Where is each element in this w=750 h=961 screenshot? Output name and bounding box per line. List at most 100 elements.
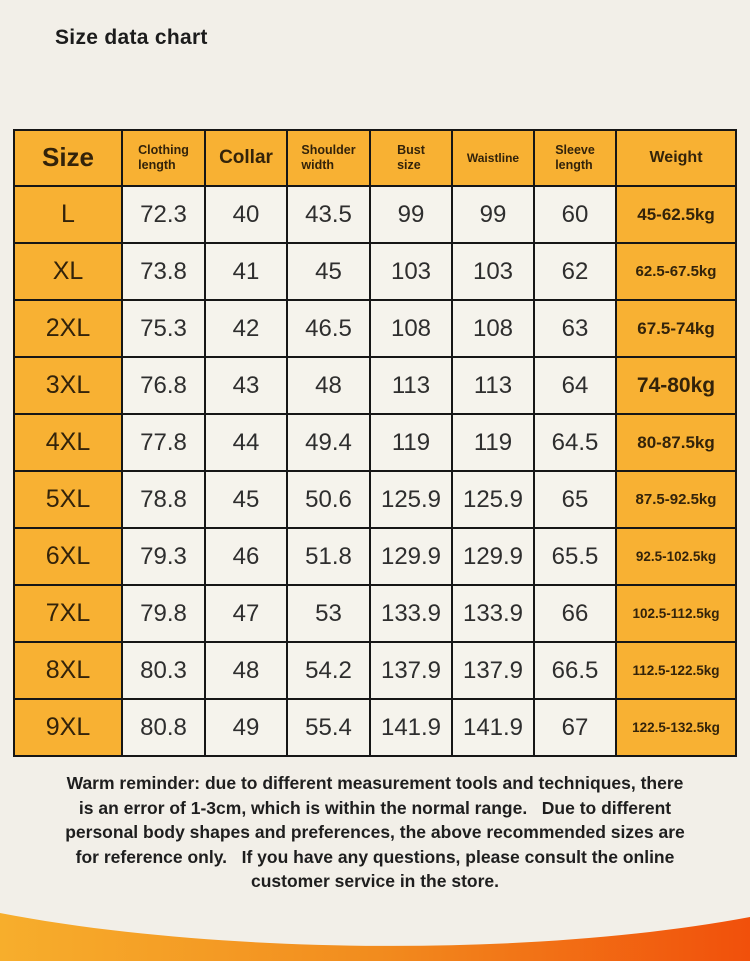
table-header-row: Size Clothing length Collar Shoulder width B… [13, 129, 737, 187]
size-label-cell: 8XL [13, 641, 123, 700]
measurement-cell: 129.9 [369, 527, 453, 586]
size-label-cell: L [13, 185, 123, 244]
measurement-cell: 63 [533, 299, 617, 358]
warm-reminder-text: Warm reminder: due to different measurem… [0, 771, 750, 894]
measurement-cell: 45 [204, 470, 288, 529]
measurement-cell: 44 [204, 413, 288, 472]
measurement-cell: 49.4 [286, 413, 371, 472]
measurement-cell: 72.3 [121, 185, 206, 244]
measurement-cell: 43 [204, 356, 288, 415]
size-label-cell: 9XL [13, 698, 123, 757]
measurement-cell: 45 [286, 242, 371, 301]
weight-value-cell: 112.5-122.5kg [615, 641, 737, 700]
table-row: 4XL 77.8 44 49.4 119 119 64.5 80-87.5kg [13, 413, 737, 472]
bottom-wave-decoration [0, 913, 750, 961]
column-header-weight: Weight [615, 129, 737, 187]
measurement-cell: 76.8 [121, 356, 206, 415]
column-header-collar: Collar [204, 129, 288, 187]
measurement-cell: 80.3 [121, 641, 206, 700]
measurement-cell: 66.5 [533, 641, 617, 700]
size-data-table: Size Clothing length Collar Shoulder width B… [13, 129, 737, 757]
measurement-cell: 79.8 [121, 584, 206, 643]
measurement-cell: 108 [451, 299, 535, 358]
table-row: L 72.3 40 43.5 99 99 60 45-62.5kg [13, 185, 737, 244]
weight-value-cell: 92.5-102.5kg [615, 527, 737, 586]
column-header-label: Waistline [466, 150, 520, 165]
measurement-cell: 129.9 [451, 527, 535, 586]
footer-line: for reference only. If you have any ques… [75, 846, 675, 867]
measurement-cell: 73.8 [121, 242, 206, 301]
measurement-cell: 53 [286, 584, 371, 643]
measurement-cell: 49 [204, 698, 288, 757]
table-row: 7XL 79.8 47 53 133.9 133.9 66 102.5-112.5kg [13, 584, 737, 643]
footer-line: Warm reminder: due to different measurem… [66, 773, 684, 793]
measurement-cell: 48 [286, 356, 371, 415]
column-header-sleeve-length: Sleeve length [533, 129, 617, 187]
wave-shape [0, 913, 750, 961]
measurement-cell: 67 [533, 698, 617, 757]
measurement-cell: 64.5 [533, 413, 617, 472]
weight-value-cell: 102.5-112.5kg [615, 584, 737, 643]
measurement-cell: 42 [204, 299, 288, 358]
table-row: 9XL 80.8 49 55.4 141.9 141.9 67 122.5-132.5kg [13, 698, 737, 757]
measurement-cell: 40 [204, 185, 288, 244]
measurement-cell: 47 [204, 584, 288, 643]
size-label-cell: 3XL [13, 356, 123, 415]
measurement-cell: 99 [369, 185, 453, 244]
measurement-cell: 133.9 [451, 584, 535, 643]
column-header-label: Sleeve length [555, 142, 595, 172]
measurement-cell: 119 [369, 413, 453, 472]
measurement-cell: 62 [533, 242, 617, 301]
table-row: 3XL 76.8 43 48 113 113 64 74-80kg [13, 356, 737, 415]
measurement-cell: 125.9 [369, 470, 453, 529]
measurement-cell: 113 [369, 356, 453, 415]
size-label-cell: 7XL [13, 584, 123, 643]
measurement-cell: 48 [204, 641, 288, 700]
column-header-label: Weight [649, 149, 703, 167]
measurement-cell: 65 [533, 470, 617, 529]
measurement-cell: 50.6 [286, 470, 371, 529]
column-header-label: Collar [219, 147, 273, 169]
table-row: 2XL 75.3 42 46.5 108 108 63 67.5-74kg [13, 299, 737, 358]
footer-line: is an error of 1-3cm, which is within th… [78, 797, 672, 818]
column-header-bust-size: Bust size [369, 129, 453, 187]
measurement-cell: 66 [533, 584, 617, 643]
column-header-waistline: Waistline [451, 129, 535, 187]
measurement-cell: 79.3 [121, 527, 206, 586]
measurement-cell: 41 [204, 242, 288, 301]
weight-value-cell: 45-62.5kg [615, 185, 737, 244]
size-label-cell: 6XL [13, 527, 123, 586]
footer-line: customer service in the store. [250, 871, 500, 892]
weight-value-cell: 80-87.5kg [615, 413, 737, 472]
size-label-cell: 2XL [13, 299, 123, 358]
table-row: 5XL 78.8 45 50.6 125.9 125.9 65 87.5-92.5kg [13, 470, 737, 529]
size-label-cell: 4XL [13, 413, 123, 472]
measurement-cell: 137.9 [451, 641, 535, 700]
measurement-cell: 108 [369, 299, 453, 358]
column-header-label: Shoulder width [301, 142, 356, 172]
measurement-cell: 125.9 [451, 470, 535, 529]
measurement-cell: 141.9 [451, 698, 535, 757]
measurement-cell: 103 [451, 242, 535, 301]
weight-value-cell: 122.5-132.5kg [615, 698, 737, 757]
measurement-cell: 46.5 [286, 299, 371, 358]
column-header-label: Size [41, 142, 95, 173]
column-header-label: Bust size [397, 142, 425, 172]
measurement-cell: 46 [204, 527, 288, 586]
measurement-cell: 75.3 [121, 299, 206, 358]
column-header-label: Clothing length [138, 142, 189, 172]
measurement-cell: 51.8 [286, 527, 371, 586]
measurement-cell: 99 [451, 185, 535, 244]
measurement-cell: 55.4 [286, 698, 371, 757]
weight-value-cell: 67.5-74kg [615, 299, 737, 358]
measurement-cell: 60 [533, 185, 617, 244]
measurement-cell: 141.9 [369, 698, 453, 757]
table-row: XL 73.8 41 45 103 103 62 62.5-67.5kg [13, 242, 737, 301]
weight-value-cell: 87.5-92.5kg [615, 470, 737, 529]
measurement-cell: 137.9 [369, 641, 453, 700]
measurement-cell: 119 [451, 413, 535, 472]
column-header-clothing-length: Clothing length [121, 129, 206, 187]
measurement-cell: 103 [369, 242, 453, 301]
size-label-cell: 5XL [13, 470, 123, 529]
